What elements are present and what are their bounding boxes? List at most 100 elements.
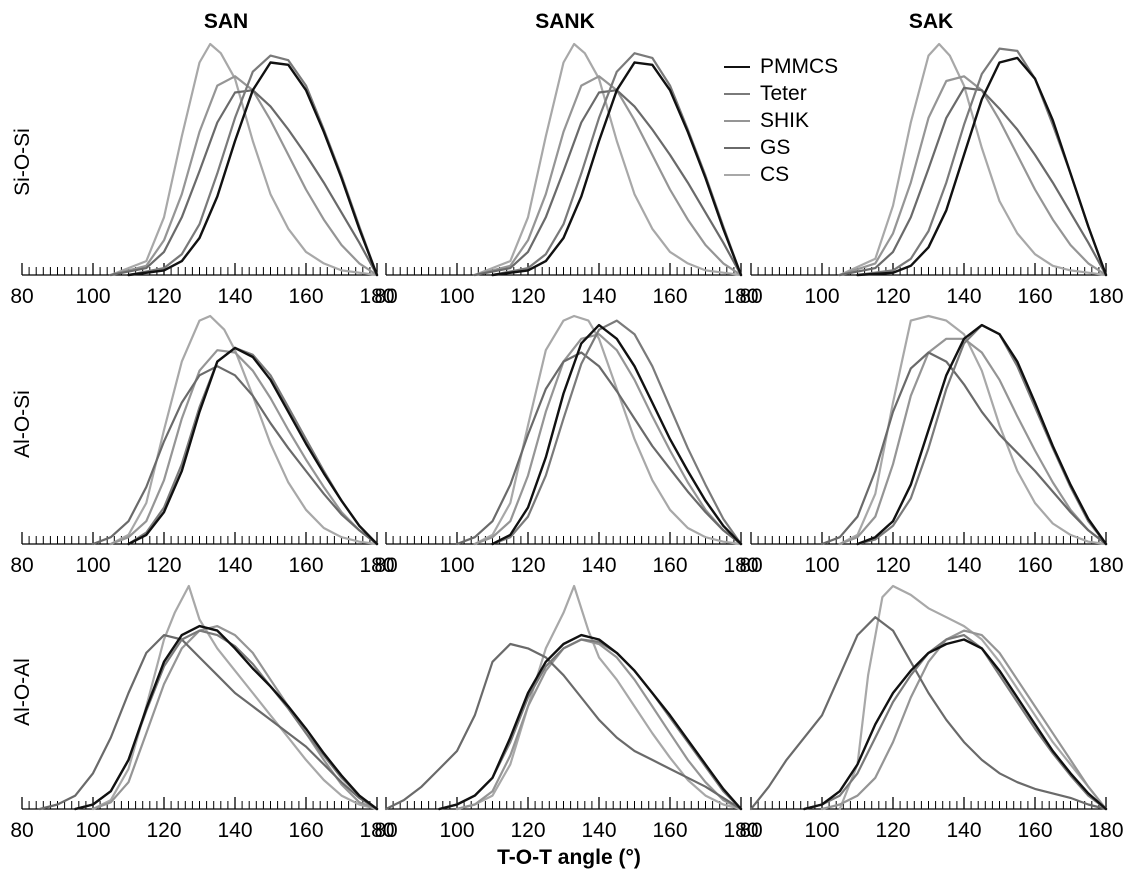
x-tick-label: 160	[1017, 285, 1052, 308]
series-line-cs	[838, 314, 1108, 546]
panel-si-o-si-san: 80 100 120 140 160 180	[10, 42, 395, 308]
x-tick-label: 100	[75, 554, 110, 577]
x-tick-label: 120	[875, 285, 910, 308]
x-tick-label: 180	[1088, 554, 1123, 577]
legend-swatch-gs	[724, 146, 750, 149]
legend-label-cs: CS	[760, 162, 790, 186]
series-line-cs	[473, 42, 743, 277]
series-line-pmmcs	[491, 323, 743, 546]
series-line-gs	[820, 351, 1108, 546]
x-tick-label: 80	[10, 554, 33, 577]
series-line-pmmcs	[803, 638, 1108, 811]
x-tick-label: 160	[652, 285, 687, 308]
x-tick-label: 80	[374, 285, 397, 308]
x-tick-label: 160	[652, 819, 687, 842]
x-tick-label: 100	[75, 285, 110, 308]
x-tick-label: 180	[359, 819, 394, 842]
series-line-cs	[838, 584, 1108, 811]
legend-label-gs: GS	[760, 135, 791, 159]
series-line-gs	[38, 634, 379, 811]
series-line-teter	[803, 634, 1108, 811]
x-tick-label: 160	[288, 554, 323, 577]
x-tick-label: 100	[804, 554, 839, 577]
series-line-pmmcs	[127, 346, 379, 546]
legend-item-cs: CS	[724, 161, 838, 188]
x-tick-label: 140	[217, 554, 252, 577]
x-tick-label: 140	[946, 285, 981, 308]
panel-si-o-si-sak: 80 100 120 140 160 180	[739, 42, 1124, 308]
x-tick-label: 160	[1017, 819, 1052, 842]
x-tick-label: 80	[739, 554, 762, 577]
x-tick-label: 180	[359, 554, 394, 577]
series-line-gs	[384, 642, 743, 811]
series-line-teter	[127, 346, 379, 546]
x-tick-label: 120	[875, 554, 910, 577]
x-tick-label: 180	[1088, 819, 1123, 842]
panel-al-o-si-san: 80 100 120 140 160 180	[10, 314, 395, 577]
x-tick-label: 140	[217, 285, 252, 308]
x-tick-label: 160	[1017, 554, 1052, 577]
series-line-shik	[91, 625, 379, 811]
legend-label-teter: Teter	[760, 81, 807, 105]
x-tick-label: 120	[510, 554, 545, 577]
series-line-pmmcs	[856, 323, 1108, 546]
series-line-gs	[455, 351, 743, 546]
column-title-san: SAN	[203, 10, 249, 33]
panel-al-o-si-sank: 80 100 120 140 160 180	[374, 314, 759, 577]
x-tick-label: 80	[374, 554, 397, 577]
legend-item-pmmcs: PMMCS	[724, 53, 838, 80]
x-tick-label: 100	[439, 285, 474, 308]
x-tick-label: 80	[739, 819, 762, 842]
x-tick-label: 140	[946, 554, 981, 577]
x-tick-label: 140	[581, 819, 616, 842]
x-tick-label: 180	[359, 285, 394, 308]
series-line-shik	[838, 337, 1108, 546]
column-title-sak: SAK	[908, 10, 954, 33]
x-tick-label: 160	[652, 554, 687, 577]
x-tick-label: 80	[10, 819, 33, 842]
x-tick-label: 140	[581, 554, 616, 577]
legend-swatch-teter	[724, 92, 750, 95]
x-tick-label: 120	[146, 554, 181, 577]
x-tick-label: 100	[75, 819, 110, 842]
x-tick-label: 100	[439, 554, 474, 577]
legend-item-gs: GS	[724, 134, 838, 161]
x-tick-label: 140	[946, 819, 981, 842]
legend: PMMCS Teter SHIK GS CS	[724, 53, 838, 188]
series-line-pmmcs	[74, 624, 379, 811]
x-tick-label: 180	[1088, 285, 1123, 308]
panel-si-o-si-sank: 80 100 120 140 160 180	[374, 42, 759, 308]
series-line-cs	[455, 584, 743, 811]
series-line-pmmcs	[856, 56, 1108, 277]
x-tick-label: 80	[374, 819, 397, 842]
panel-al-o-al-sank: 80 100 120 140 160 180	[374, 584, 759, 842]
x-tick-label: 120	[146, 819, 181, 842]
series-line-shik	[109, 349, 379, 546]
legend-swatch-pmmcs	[724, 65, 750, 68]
x-tick-label: 80	[10, 285, 33, 308]
legend-label-shik: SHIK	[760, 108, 810, 132]
legend-item-teter: Teter	[724, 80, 838, 107]
series-line-cs	[838, 42, 1108, 277]
x-tick-label: 120	[510, 819, 545, 842]
x-tick-label: 180	[723, 819, 758, 842]
legend-label-pmmcs: PMMCS	[760, 54, 839, 78]
panel-al-o-al-san: 80 100 120 140 160 180	[10, 584, 395, 842]
series-line-pmmcs	[438, 633, 743, 811]
x-tick-label: 140	[581, 285, 616, 308]
legend-swatch-shik	[724, 119, 750, 122]
x-tick-label: 120	[146, 285, 181, 308]
x-tick-label: 140	[217, 819, 252, 842]
series-line-pmmcs	[127, 61, 379, 277]
panel-al-o-si-sak: 80 100 120 140 160 180	[739, 314, 1124, 577]
panel-al-o-al-sak: 80 100 120 140 160 180	[739, 584, 1124, 842]
x-tick-label: 100	[439, 819, 474, 842]
legend-swatch-cs	[724, 173, 750, 176]
x-tick-label: 120	[875, 819, 910, 842]
series-line-shik	[820, 629, 1108, 811]
series-line-cs	[109, 42, 379, 277]
x-axis-title: T-O-T angle (°)	[497, 846, 641, 869]
x-tick-label: 160	[288, 285, 323, 308]
